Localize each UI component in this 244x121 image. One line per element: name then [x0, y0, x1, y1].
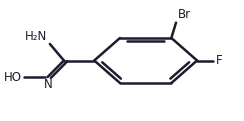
Text: H₂N: H₂N	[25, 30, 48, 43]
Text: N: N	[44, 78, 53, 91]
Text: F: F	[216, 54, 222, 67]
Text: Br: Br	[178, 8, 192, 21]
Text: HO: HO	[4, 71, 22, 84]
